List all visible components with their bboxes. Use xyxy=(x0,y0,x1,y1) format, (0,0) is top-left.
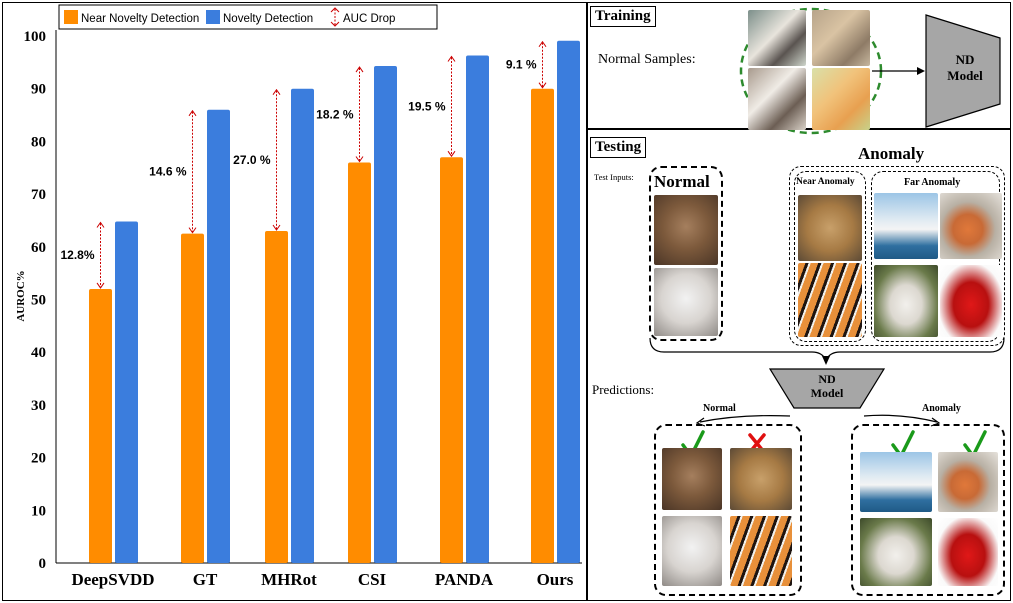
pred-horse-image xyxy=(860,518,932,586)
pred-robin-image xyxy=(938,452,998,512)
x-tick-labels: DeepSVDD GT MHRot CSI PANDA Ours xyxy=(71,570,573,589)
test-car-image xyxy=(940,265,1002,337)
test-white-cat-image xyxy=(654,268,718,336)
x-tick-label: GT xyxy=(193,570,218,589)
predicted-anomaly-box xyxy=(851,424,1005,596)
y-tick-label: 50 xyxy=(31,293,46,309)
drop-label: 9.1 % xyxy=(506,58,537,72)
legend-drop-arrow-icon xyxy=(330,7,340,27)
bar-near-ours xyxy=(531,88,554,563)
drop-label: 12.8% xyxy=(60,248,94,262)
test-ship-image xyxy=(874,193,938,259)
legend-box xyxy=(58,4,438,30)
pred-white-cat-image xyxy=(662,516,722,586)
x-tick-label: Ours xyxy=(537,570,574,589)
y-tick-label: 20 xyxy=(31,451,46,467)
nd-label-line2: Model xyxy=(810,386,844,400)
drop-arrowhead-icon xyxy=(96,221,105,289)
pred-cat-image xyxy=(662,448,722,510)
training-cat-image xyxy=(748,68,806,130)
bar-near-deepsvdd xyxy=(89,288,112,563)
y-tick-label: 60 xyxy=(31,240,46,256)
training-cat-image xyxy=(812,68,870,130)
bar-series xyxy=(89,40,580,564)
legend-label-near: Near Novelty Detection xyxy=(81,13,199,25)
y-tick-label: 90 xyxy=(31,82,46,98)
predicted-normal-box xyxy=(654,424,802,596)
auroc-bar-chart: Near Novelty Detection Novelty Detection… xyxy=(15,4,582,589)
drop-label: 27.0 % xyxy=(233,153,271,167)
drop-arrowhead-icon xyxy=(538,40,547,89)
y-tick-label: 10 xyxy=(31,503,46,519)
x-tick-label: DeepSVDD xyxy=(71,570,154,589)
training-cat-image xyxy=(748,10,806,66)
drop-label: 14.6 % xyxy=(149,165,187,179)
test-robin-image xyxy=(940,193,1002,259)
legend-swatch-novelty xyxy=(206,10,220,24)
nd-label-line2: Model xyxy=(947,68,983,83)
drop-arrowhead-icon xyxy=(272,88,281,231)
far-anomaly-title: Far Anomaly xyxy=(904,177,961,188)
y-tick-label: 30 xyxy=(31,398,46,414)
testing-nd-model-label: ND Model xyxy=(808,372,846,400)
normal-test-box xyxy=(649,166,723,341)
bar-novelty-ours xyxy=(557,40,580,564)
anomaly-test-box xyxy=(789,166,1005,346)
y-tick-label: 80 xyxy=(31,134,46,150)
training-cat-image xyxy=(812,10,870,66)
legend-swatch-near xyxy=(64,10,78,24)
predictions-label: Predictions: xyxy=(592,382,655,397)
training-title: Training xyxy=(590,6,656,27)
bar-novelty-gt xyxy=(207,109,230,563)
test-inputs-label: Test Inputs: xyxy=(594,172,634,182)
pred-tiger-image xyxy=(730,516,792,586)
nd-label-line1: ND xyxy=(955,52,975,67)
drop-label: 19.5 % xyxy=(408,99,446,113)
drop-arrowhead-icon xyxy=(355,66,364,163)
test-horse-image xyxy=(874,265,938,337)
near-anomaly-title: Near Anomaly xyxy=(796,177,855,187)
y-tick-label: 70 xyxy=(31,187,46,203)
drop-annotations: 12.8% 14.6 % 27.0 % 18.2 % 19.5 % 9.1 % xyxy=(60,40,547,289)
legend: Near Novelty Detection Novelty Detection… xyxy=(58,4,438,30)
test-tiger-image xyxy=(798,263,862,337)
predicted-normal-label: Normal xyxy=(703,403,736,414)
y-tick-label: 0 xyxy=(39,556,47,572)
bar-near-gt xyxy=(181,233,204,563)
normal-test-title: Normal xyxy=(654,172,710,191)
y-tick-labels: 0 10 20 30 40 50 60 70 80 90 100 xyxy=(24,29,47,572)
legend-label-drop: AUC Drop xyxy=(343,13,395,25)
y-tick-label: 100 xyxy=(24,29,47,45)
legend-label-novelty: Novelty Detection xyxy=(223,13,313,25)
bar-near-csi xyxy=(348,162,371,564)
training-nd-model-label: ND Model xyxy=(937,52,993,84)
x-tick-label: CSI xyxy=(358,570,387,589)
testing-title: Testing xyxy=(590,137,647,158)
bar-novelty-panda xyxy=(466,55,489,564)
anomaly-title: Anomaly xyxy=(858,144,925,163)
near-anomaly-box xyxy=(794,171,866,342)
drop-arrowhead-icon xyxy=(188,109,197,234)
bar-near-mhrot xyxy=(265,230,288,564)
x-tick-label: PANDA xyxy=(435,570,494,589)
normal-samples-label: Normal Samples: xyxy=(598,52,696,67)
bar-novelty-mhrot xyxy=(291,88,314,563)
y-axis-title: AUROC% xyxy=(15,270,27,321)
y-tick-label: 40 xyxy=(31,345,46,361)
drop-arrowhead-icon xyxy=(447,55,456,158)
bar-near-panda xyxy=(440,157,463,563)
x-tick-label: MHRot xyxy=(261,570,317,589)
drop-label: 18.2 % xyxy=(316,107,354,121)
pred-ship-image xyxy=(860,452,932,512)
panel-divider-vertical xyxy=(586,2,588,601)
pred-car-image xyxy=(938,518,998,586)
pred-lion-image xyxy=(730,448,792,510)
predicted-anomaly-label: Anomaly xyxy=(922,403,961,414)
bar-novelty-csi xyxy=(374,66,397,563)
test-lion-image xyxy=(798,195,862,261)
nd-label-line1: ND xyxy=(818,372,836,386)
test-cat-image xyxy=(654,195,718,265)
bar-novelty-deepsvdd xyxy=(115,221,138,563)
